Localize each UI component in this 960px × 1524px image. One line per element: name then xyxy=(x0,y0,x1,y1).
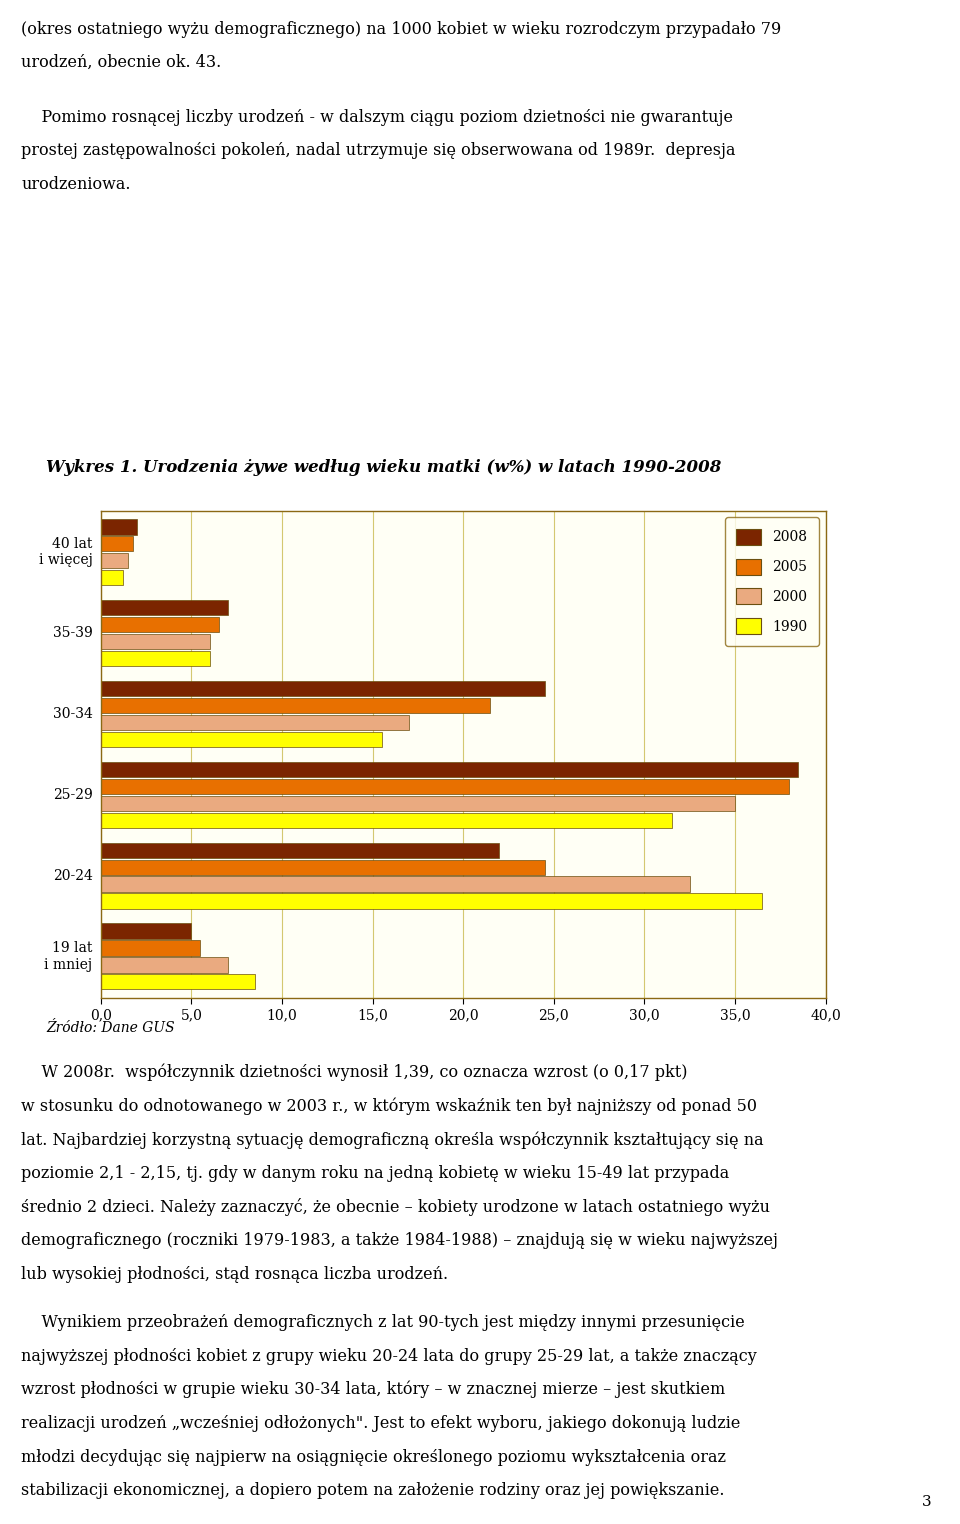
Text: demograficznego (roczniki 1979-1983, a także 1984-1988) – znajdują się w wieku n: demograficznego (roczniki 1979-1983, a t… xyxy=(21,1231,779,1250)
Text: W 2008r.  współczynnik dzietności wynosił 1,39, co oznacza wzrost (o 0,17 pkt): W 2008r. współczynnik dzietności wynosił… xyxy=(21,1064,687,1082)
Text: młodzi decydując się najpierw na osiągnięcie określonego poziomu wykształcenia o: młodzi decydując się najpierw na osiągni… xyxy=(21,1448,726,1466)
Text: Wynikiem przeobrażeń demograficznych z lat 90-tych jest między innymi przesunięc: Wynikiem przeobrażeń demograficznych z l… xyxy=(21,1314,745,1332)
Bar xyxy=(101,553,128,568)
Text: urodzeń, obecnie ok. 43.: urodzeń, obecnie ok. 43. xyxy=(21,53,222,72)
Bar xyxy=(101,536,133,552)
Bar xyxy=(101,762,799,777)
Bar xyxy=(101,520,137,535)
Text: stabilizacji ekonomicznej, a dopiero potem na założenie rodziny oraz jej powięks: stabilizacji ekonomicznej, a dopiero pot… xyxy=(21,1481,725,1500)
Text: wzrost płodności w grupie wieku 30-34 lata, który – w znacznej mierze – jest sku: wzrost płodności w grupie wieku 30-34 la… xyxy=(21,1381,726,1399)
Bar xyxy=(101,779,789,794)
Bar xyxy=(101,974,254,989)
Text: najwyższej płodności kobiet z grupy wieku 20-24 lata do grupy 25-29 lat, a także: najwyższej płodności kobiet z grupy wiek… xyxy=(21,1347,756,1366)
Bar xyxy=(101,796,735,811)
Bar xyxy=(101,812,672,828)
Text: poziomie 2,1 - 2,15, tj. gdy w danym roku na jedną kobietę w wieku 15-49 lat prz: poziomie 2,1 - 2,15, tj. gdy w danym rok… xyxy=(21,1164,730,1183)
Bar xyxy=(101,940,201,956)
Text: średnio 2 dzieci. Należy zaznaczyć, że obecnie – kobiety urodzone w latach ostat: średnio 2 dzieci. Należy zaznaczyć, że o… xyxy=(21,1198,770,1216)
Legend: 2008, 2005, 2000, 1990: 2008, 2005, 2000, 1990 xyxy=(725,518,819,646)
Bar xyxy=(101,634,209,649)
Text: Źródło: Dane GUS: Źródło: Dane GUS xyxy=(46,1021,175,1035)
Bar xyxy=(101,876,689,892)
Bar xyxy=(101,732,382,747)
Text: (okres ostatniego wyżu demograficznego) na 1000 kobiet w wieku rozrodczym przypa: (okres ostatniego wyżu demograficznego) … xyxy=(21,20,781,38)
Bar xyxy=(101,893,762,908)
Bar xyxy=(101,843,499,858)
Bar xyxy=(101,617,219,632)
Text: urodzeniowa.: urodzeniowa. xyxy=(21,175,131,194)
Bar xyxy=(101,715,409,730)
Text: w stosunku do odnotowanego w 2003 r., w którym wskaźnik ten był najniższy od pon: w stosunku do odnotowanego w 2003 r., w … xyxy=(21,1097,757,1116)
Bar xyxy=(101,698,491,713)
Bar xyxy=(101,957,228,972)
Bar xyxy=(101,860,544,875)
Bar xyxy=(101,681,544,696)
Bar xyxy=(101,570,123,585)
Text: lub wysokiej płodności, stąd rosnąca liczba urodzeń.: lub wysokiej płodności, stąd rosnąca lic… xyxy=(21,1265,448,1283)
Text: Pomimo rosnącej liczby urodzeń - w dalszym ciągu poziom dzietności nie gwarantuj: Pomimo rosnącej liczby urodzeń - w dalsz… xyxy=(21,108,733,126)
Text: 3: 3 xyxy=(922,1495,931,1509)
Bar xyxy=(101,600,228,616)
Text: prostej zastępowalności pokoleń, nadal utrzymuje się obserwowana od 1989r.  depr: prostej zastępowalności pokoleń, nadal u… xyxy=(21,142,735,160)
Bar xyxy=(101,651,209,666)
Bar xyxy=(101,924,191,939)
Text: lat. Najbardziej korzystną sytuację demograficzną określa współczynnik kształtuj: lat. Najbardziej korzystną sytuację demo… xyxy=(21,1131,764,1149)
Text: Wykres 1. Urodzenia żywe według wieku matki (w%) w latach 1990-2008: Wykres 1. Urodzenia żywe według wieku ma… xyxy=(46,459,722,477)
Text: realizacji urodzeń „wcześniej odłożonych". Jest to efekt wyboru, jakiego dokonuj: realizacji urodzeń „wcześniej odłożonych… xyxy=(21,1414,740,1433)
